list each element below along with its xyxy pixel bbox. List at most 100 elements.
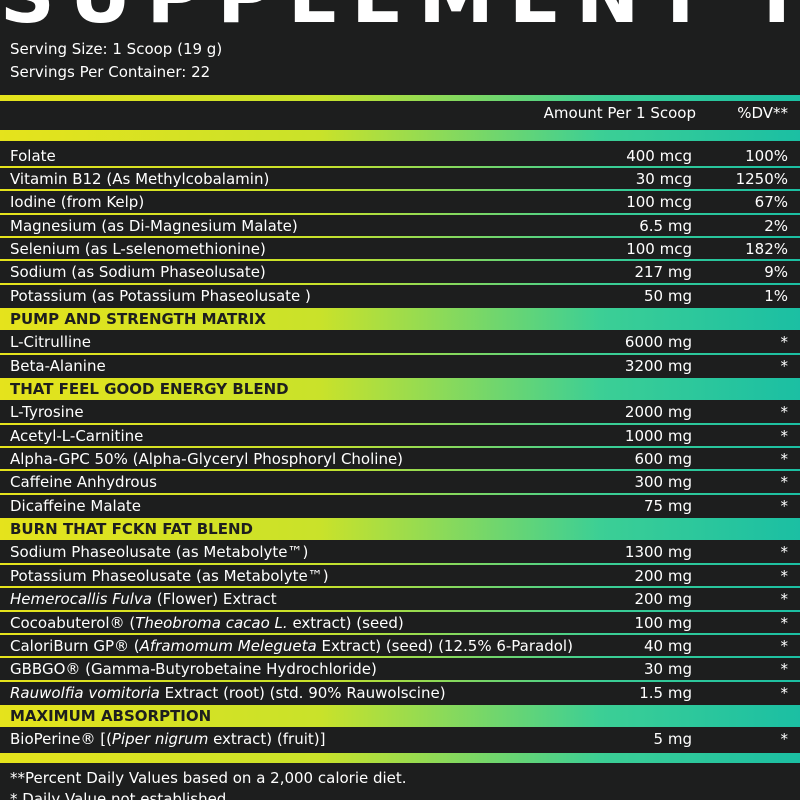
name-part: CaloriBurn GP® ( bbox=[10, 636, 140, 655]
name-part: Sodium (as Sodium Phaseolusate) bbox=[10, 263, 266, 282]
daily-value: * bbox=[780, 426, 789, 445]
ingredient-name: Beta-Alanine bbox=[10, 355, 106, 377]
daily-value: 67% bbox=[754, 193, 788, 212]
name-part: Selenium (as L-selenomethionine) bbox=[10, 239, 266, 258]
ingredient-name: Alpha-GPC 50% (Alpha-Glyceryl Phosphoryl… bbox=[10, 448, 403, 470]
daily-value: 1250% bbox=[735, 169, 788, 188]
row-divider bbox=[0, 469, 800, 472]
name-part: Beta-Alanine bbox=[10, 356, 106, 375]
amount: 200 mg bbox=[634, 590, 692, 609]
amount: 75 mg bbox=[644, 496, 692, 515]
amount: 40 mg bbox=[644, 636, 692, 655]
section-title: THAT FEEL GOOD ENERGY BLEND bbox=[10, 380, 289, 398]
footnote: * Daily Value not established. bbox=[10, 790, 232, 800]
row-divider bbox=[0, 282, 800, 285]
name-part: Theobroma cacao L. bbox=[135, 613, 288, 632]
daily-value: * bbox=[780, 543, 789, 562]
daily-value: * bbox=[780, 730, 789, 749]
amount: 5 mg bbox=[653, 730, 692, 749]
row-divider bbox=[0, 165, 800, 168]
amount: 2000 mg bbox=[624, 403, 692, 422]
amount: 1300 mg bbox=[624, 543, 692, 562]
name-part: Potassium Phaseolusate (as Metabolyte™) bbox=[10, 566, 329, 585]
ingredient-name: GBBGO® (Gamma-Butyrobetaine Hydrochlorid… bbox=[10, 658, 377, 680]
row-divider bbox=[0, 586, 800, 589]
amount: 300 mg bbox=[634, 473, 692, 492]
section-band bbox=[0, 518, 800, 541]
name-part: Caffeine Anhydrous bbox=[10, 473, 157, 492]
amount: 1000 mg bbox=[624, 426, 692, 445]
ingredient-name: Sodium Phaseolusate (as Metabolyte™) bbox=[10, 541, 308, 563]
separator-bar bbox=[0, 753, 800, 763]
daily-value: 1% bbox=[764, 286, 788, 305]
name-part: Sodium Phaseolusate (as Metabolyte™) bbox=[10, 543, 309, 562]
name-part: Magnesium (as Di-Magnesium Malate) bbox=[10, 216, 298, 235]
row-divider bbox=[0, 632, 800, 635]
row-divider bbox=[0, 656, 800, 659]
daily-value: * bbox=[780, 473, 789, 492]
amount: 6000 mg bbox=[624, 333, 692, 352]
name-part: Folate bbox=[10, 146, 56, 165]
section-band bbox=[0, 307, 800, 331]
ingredient-name: Vitamin B12 (As Methylcobalamin) bbox=[10, 168, 269, 190]
daily-value: * bbox=[780, 496, 789, 515]
name-part: Rauwolfia vomitoria bbox=[10, 683, 160, 702]
name-part: L-Citrulline bbox=[10, 333, 91, 352]
name-part: Extract) (seed) (12.5% 6-Paradol) bbox=[316, 636, 573, 655]
name-part: Hemerocallis Fulva bbox=[10, 590, 152, 609]
ingredient-name: Potassium Phaseolusate (as Metabolyte™) bbox=[10, 565, 329, 587]
ingredient-name: Potassium (as Potassium Phaseolusate ) bbox=[10, 285, 311, 307]
row-divider bbox=[0, 562, 800, 565]
row-divider bbox=[0, 679, 800, 682]
ingredient-name: Sodium (as Sodium Phaseolusate) bbox=[10, 261, 266, 283]
separator-bar bbox=[0, 95, 800, 101]
ingredient-name: L-Tyrosine bbox=[10, 401, 84, 423]
servings-per-container: Servings Per Container: 22 bbox=[10, 63, 211, 81]
ingredient-name: Iodine (from Kelp) bbox=[10, 191, 144, 213]
daily-value: * bbox=[780, 403, 789, 422]
footnote: **Percent Daily Values based on a 2,000 … bbox=[10, 769, 407, 787]
daily-value: * bbox=[780, 613, 789, 632]
ingredient-name: Cocoabuterol® (Theobroma cacao L. extrac… bbox=[10, 612, 404, 634]
amount: 400 mcg bbox=[626, 146, 692, 165]
daily-value: 100% bbox=[745, 146, 788, 165]
amount: 6.5 mg bbox=[639, 216, 692, 235]
row-divider bbox=[0, 446, 800, 449]
name-part: L-Tyrosine bbox=[10, 403, 84, 422]
amount: 600 mg bbox=[634, 450, 692, 469]
amount: 3200 mg bbox=[624, 356, 692, 375]
daily-value: * bbox=[780, 566, 789, 585]
ingredient-name: Hemerocallis Fulva (Flower) Extract bbox=[10, 588, 277, 610]
ingredient-name: BioPerine® [(Piper nigrum extract) (frui… bbox=[10, 728, 325, 750]
daily-value: * bbox=[780, 683, 789, 702]
name-part: (Flower) Extract bbox=[151, 590, 277, 609]
name-part: extract) (fruit)] bbox=[208, 730, 326, 749]
daily-value: 2% bbox=[764, 216, 788, 235]
amount: 200 mg bbox=[634, 566, 692, 585]
section-band bbox=[0, 378, 800, 401]
row-divider bbox=[0, 235, 800, 238]
amount: 1.5 mg bbox=[639, 683, 692, 702]
amount: 100 mg bbox=[634, 613, 692, 632]
section-title: MAXIMUM ABSORPTION bbox=[10, 706, 212, 725]
name-part: Acetyl-L-Carnitine bbox=[10, 426, 144, 445]
name-part: Potassium (as Potassium Phaseolusate ) bbox=[10, 286, 311, 305]
name-part: extract) (seed) bbox=[287, 613, 404, 632]
ingredient-name: Selenium (as L-selenomethionine) bbox=[10, 238, 266, 260]
name-part: Cocoabuterol® ( bbox=[10, 613, 136, 632]
amount: 50 mg bbox=[644, 286, 692, 305]
daily-value: 9% bbox=[764, 263, 788, 282]
ingredient-name: Rauwolfia vomitoria Extract (root) (std.… bbox=[10, 682, 446, 704]
separator-bar bbox=[0, 130, 800, 141]
amount: 217 mg bbox=[634, 263, 692, 282]
ingredient-name: CaloriBurn GP® (Aframomum Melegueta Extr… bbox=[10, 635, 573, 657]
title: SUPPLEMENT FACTS bbox=[0, 0, 800, 34]
row-divider bbox=[0, 609, 800, 612]
amount: 100 mcg bbox=[626, 193, 692, 212]
row-divider bbox=[0, 492, 800, 495]
amount: 30 mg bbox=[644, 660, 692, 679]
name-part: BioPerine® [( bbox=[10, 730, 112, 749]
name-part: Extract (root) (std. 90% Rauwolscine) bbox=[159, 683, 446, 702]
daily-value: * bbox=[780, 660, 789, 679]
ingredient-name: L-Citrulline bbox=[10, 331, 91, 353]
